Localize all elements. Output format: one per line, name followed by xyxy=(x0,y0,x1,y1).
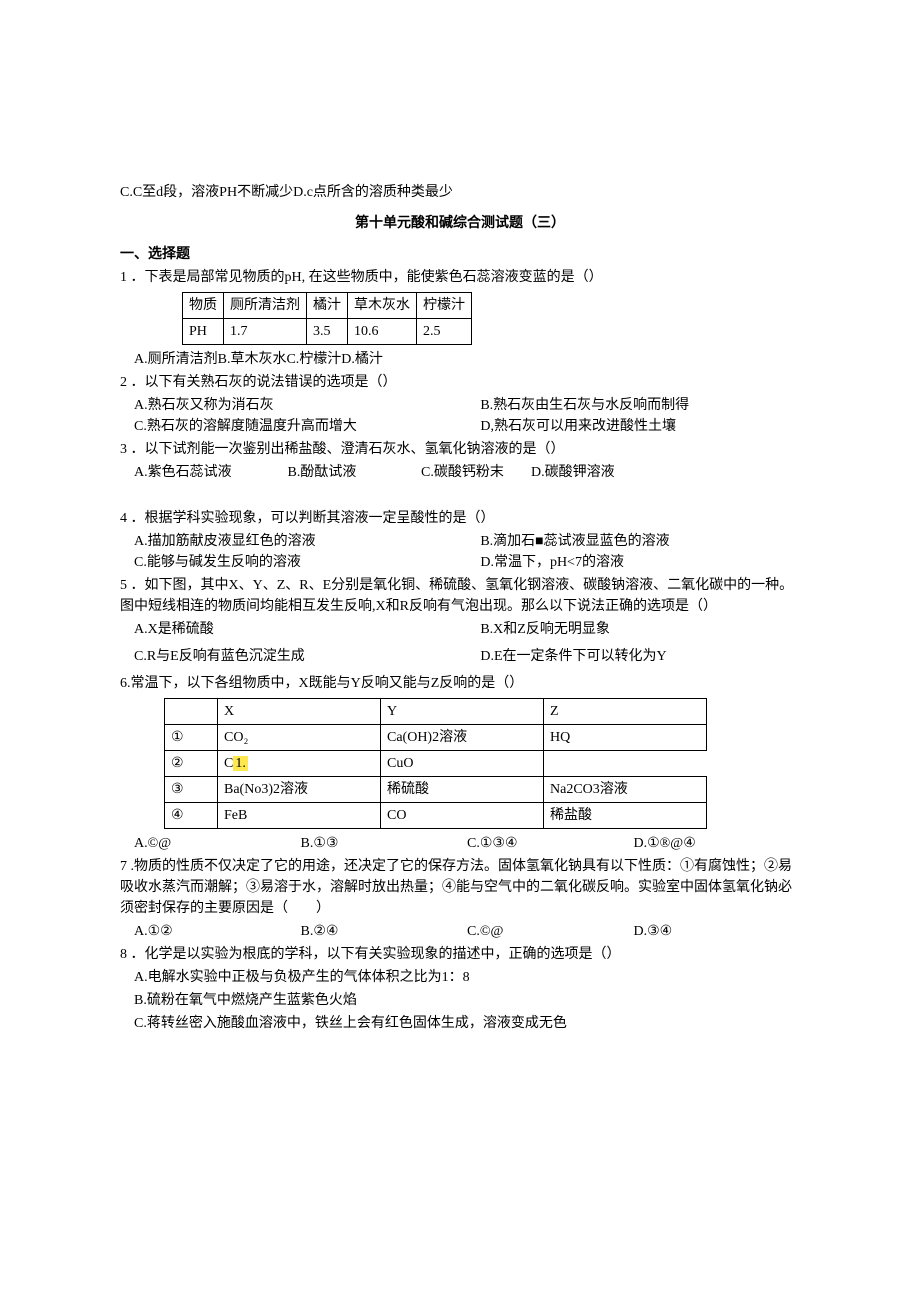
q2-stem: 2 ．以下有关熟石灰的说法错误的选项是（） xyxy=(120,372,800,393)
opt-d: D.c点所含的溶质种类最少 xyxy=(293,185,453,200)
table-cell: Na2CO3溶液 xyxy=(544,777,707,803)
table-cell: 10.6 xyxy=(348,319,417,345)
q5-b: B.X和Z反响无明显象 xyxy=(480,619,800,640)
q5-d: D.E在一定条件下可以转化为Y xyxy=(480,646,800,667)
table-cell: X xyxy=(218,699,381,725)
q2-a: A.熟石灰又称为消石灰 xyxy=(134,395,480,416)
opt-c: C.C至d段，溶液PH不断减少 xyxy=(120,185,293,200)
document-title: 第十单元酸和碱综合测试题（三） xyxy=(120,213,800,234)
table-cell xyxy=(165,699,218,725)
q2-c: C.熟石灰的溶解度随温度升高而增大 xyxy=(134,416,480,437)
table-cell: PH xyxy=(183,319,224,345)
q2-row1: A.熟石灰又称为消石灰 B.熟石灰由生石灰与水反响而制得 xyxy=(120,395,800,416)
preceding-line: C.C至d段，溶液PH不断减少D.c点所含的溶质种类最少 xyxy=(120,182,800,203)
q3-options: A.紫色石蕊试液 B.酚酞试液 C.碳酸钙粉末D.碳酸钾溶液 xyxy=(134,462,800,483)
table-cell: 稀硫酸 xyxy=(381,777,544,803)
table-row: ④ FeB CO 稀盐酸 xyxy=(165,803,707,829)
q6-b: B.①③ xyxy=(301,833,468,854)
q8-b: B.硫粉在氧气中燃烧产生蓝紫色火焰 xyxy=(134,990,800,1011)
q3-b: B.酚酞试液 xyxy=(288,462,418,483)
table-cell: 厕所清洁剂 xyxy=(224,293,307,319)
q4-stem: 4 ．根据学科实验现象，可以判断其溶液一定呈酸性的是（） xyxy=(120,508,800,529)
q8-stem: 8 ．化学是以实验为根底的学科，以下有关实验现象的描述中，正确的选项是（） xyxy=(120,944,800,965)
table-cell: 1.7 xyxy=(224,319,307,345)
q7-options: A.①② B.②④ C.©@ D.③④ xyxy=(134,921,800,942)
table-cell: 草木灰水 xyxy=(348,293,417,319)
table-row: X Y Z xyxy=(165,699,707,725)
section-heading: 一、选择题 xyxy=(120,244,800,265)
table-cell: Ca(OH)2溶液 xyxy=(381,725,544,751)
table-cell: 2.5 xyxy=(417,319,472,345)
table-cell: ④ xyxy=(165,803,218,829)
table-cell: 稀盐酸 xyxy=(544,803,707,829)
q5-c: C.R与E反响有蓝色沉淀生成 xyxy=(134,646,480,667)
q6-table: X Y Z ① CO₂ Ca(OH)2溶液 HQ ② C1. CuO ③ Ba(… xyxy=(164,698,707,829)
q7-a: A.①② xyxy=(134,921,301,942)
q1-options: A.厕所清洁剂B.草木灰水C.柠檬汁D.橘汁 xyxy=(134,349,800,370)
q7-stem: 7 .物质的性质不仅决定了它的用途，还决定了它的保存方法。固体氢氧化钠具有以下性… xyxy=(120,856,800,919)
table-cell: ③ xyxy=(165,777,218,803)
table-cell: Y xyxy=(381,699,544,725)
q3-c: C.碳酸钙粉末 xyxy=(421,462,531,483)
table-cell: CO xyxy=(381,803,544,829)
q4-c: C.能够与碱发生反响的溶液 xyxy=(134,552,480,573)
table-cell: CO₂ xyxy=(218,725,381,751)
q2-d: D,熟石灰可以用来改进酸性土壤 xyxy=(480,416,800,437)
table-row: ① CO₂ Ca(OH)2溶液 HQ xyxy=(165,725,707,751)
q3-a: A.紫色石蕊试液 xyxy=(134,462,284,483)
q6-options: A.©@ B.①③ C.①③④ D.①®@④ xyxy=(134,833,800,854)
q8-c: C.蒋转丝密入施酸血溶液中，铁丝上会有红色固体生成，溶液变成无色 xyxy=(134,1013,800,1034)
table-cell: Ba(No3)2溶液 xyxy=(218,777,381,803)
table-row: 物质 厕所清洁剂 橘汁 草木灰水 柠檬汁 xyxy=(183,293,472,319)
table-cell: Z xyxy=(544,699,707,725)
q6-d: D.①®@④ xyxy=(634,833,801,854)
table-cell: 3.5 xyxy=(307,319,348,345)
table-cell: 物质 xyxy=(183,293,224,319)
q1-table: 物质 厕所清洁剂 橘汁 草木灰水 柠檬汁 PH 1.7 3.5 10.6 2.5 xyxy=(182,292,472,345)
q2-b: B.熟石灰由生石灰与水反响而制得 xyxy=(480,395,800,416)
q4-row1: A.描加筋献皮液显红色的溶液 B.滴加石■蕊试液显蓝色的溶液 xyxy=(120,531,800,552)
q7-b: B.②④ xyxy=(301,921,468,942)
q5-a: A.X是稀硫酸 xyxy=(134,619,480,640)
q7-d: D.③④ xyxy=(634,921,801,942)
q4-a: A.描加筋献皮液显红色的溶液 xyxy=(134,531,480,552)
q8-a: A.电解水实验中正极与负极产生的气体体积之比为1：8 xyxy=(134,967,800,988)
table-row: ③ Ba(No3)2溶液 稀硫酸 Na2CO3溶液 xyxy=(165,777,707,803)
table-cell: FeB xyxy=(218,803,381,829)
q5-row1: A.X是稀硫酸 B.X和Z反响无明显象 xyxy=(120,619,800,640)
q5-stem: 5 ．如下图，其中X、Y、Z、R、E分别是氧化铜、稀硫酸、氢氧化钢溶液、碳酸钠溶… xyxy=(120,575,800,617)
q4-d: D.常温下，pH<7的溶液 xyxy=(480,552,800,573)
q3-stem: 3 ．以下试剂能一次鉴别出稀盐酸、澄清石灰水、氢氧化钠溶液的是（） xyxy=(120,439,800,460)
q6-a: A.©@ xyxy=(134,833,301,854)
q3-d: D.碳酸钾溶液 xyxy=(531,465,615,480)
table-cell: C1. xyxy=(218,751,381,777)
table-cell: 柠檬汁 xyxy=(417,293,472,319)
q5-row2: C.R与E反响有蓝色沉淀生成 D.E在一定条件下可以转化为Y xyxy=(120,646,800,667)
highlight: 1. xyxy=(233,756,248,771)
q6-c: C.①③④ xyxy=(467,833,634,854)
table-cell: ② xyxy=(165,751,218,777)
q7-c: C.©@ xyxy=(467,921,634,942)
table-row: PH 1.7 3.5 10.6 2.5 xyxy=(183,319,472,345)
q1-stem: 1 ．下表是局部常见物质的pH, 在这些物质中，能使紫色石蕊溶液变蓝的是（） xyxy=(120,267,800,288)
q6-stem: 6.常温下，以下各组物质中，X既能与Y反响又能与Z反响的是（） xyxy=(120,673,800,694)
q4-row2: C.能够与碱发生反响的溶液 D.常温下，pH<7的溶液 xyxy=(120,552,800,573)
document-page: C.C至d段，溶液PH不断减少D.c点所含的溶质种类最少 第十单元酸和碱综合测试… xyxy=(0,0,920,1301)
table-cell: CuO xyxy=(381,751,544,777)
table-cell: 橘汁 xyxy=(307,293,348,319)
q2-row2: C.熟石灰的溶解度随温度升高而增大 D,熟石灰可以用来改进酸性土壤 xyxy=(120,416,800,437)
q4-b: B.滴加石■蕊试液显蓝色的溶液 xyxy=(480,531,800,552)
table-row: ② C1. CuO xyxy=(165,751,707,777)
table-cell: HQ xyxy=(544,725,707,751)
table-cell: ① xyxy=(165,725,218,751)
